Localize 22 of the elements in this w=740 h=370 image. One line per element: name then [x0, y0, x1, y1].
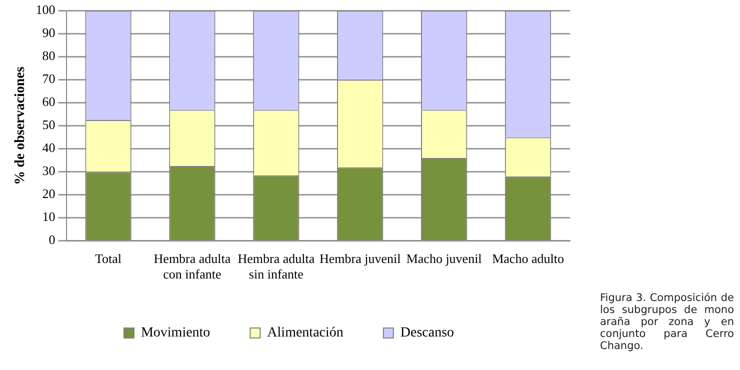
y-tick-label: 80: [42, 48, 56, 64]
x-tick-label: Hembra juvenil: [320, 251, 402, 266]
y-tick-label: 90: [42, 25, 56, 40]
x-tick-label: Macho adulto: [492, 251, 564, 266]
x-tick-label: Hembra adulta con infante: [154, 251, 231, 282]
y-tick-label: 30: [42, 163, 56, 178]
y-tick-label: 40: [42, 140, 56, 156]
y-tick-label: 10: [42, 209, 56, 224]
text: Figura 3. Composición de los subgrupos de mono araña por zona y en conjunto para Cerro Chango.: [600, 292, 734, 352]
y-tick-label: 100: [36, 2, 56, 18]
legend-label: Alimentación: [267, 326, 344, 341]
y-axis-title: % de observaciones: [13, 66, 28, 185]
y-tick-label: 60: [42, 94, 56, 110]
y-tick-label: 0: [48, 232, 56, 248]
x-tick-label: Hembra adulta sin infante: [238, 251, 315, 282]
y-tick-label: 70: [42, 71, 56, 86]
legend-label: Movimiento: [140, 326, 210, 341]
x-tick-label: Total: [95, 251, 122, 266]
y-tick-label: 50: [42, 117, 56, 132]
y-tick-label: 20: [42, 186, 56, 202]
x-tick-label: Macho juvenil: [406, 251, 482, 266]
legend-label: Descanso: [400, 326, 454, 341]
